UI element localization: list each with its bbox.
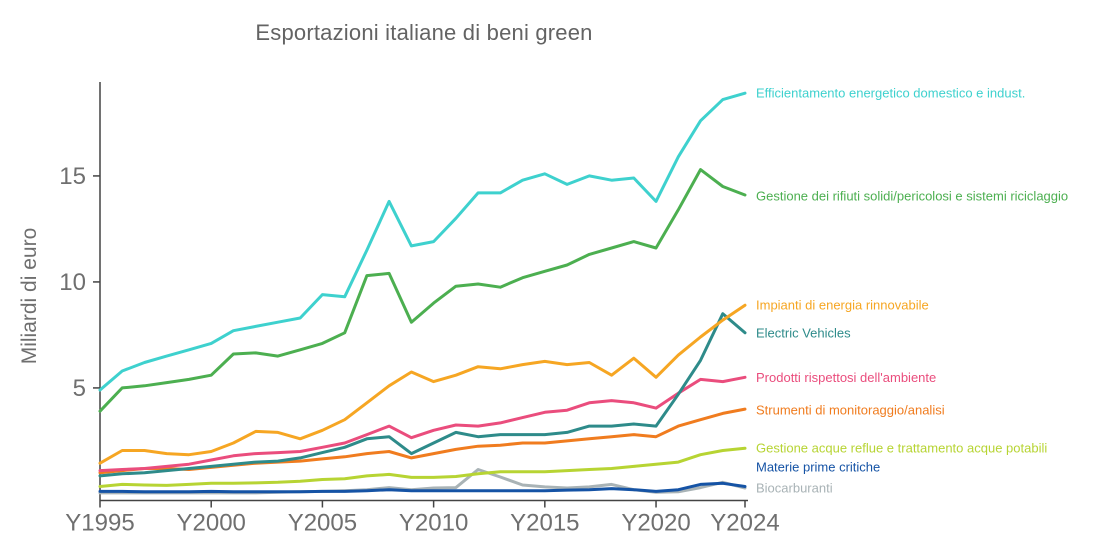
series-label-biocarburanti: Biocarburanti xyxy=(756,480,833,495)
x-tick-label: Y2015 xyxy=(510,510,579,537)
series-label-impianti-energia-rinnovabile: Impianti di energia rinnovabile xyxy=(756,298,929,313)
x-tick-label: Y2010 xyxy=(399,510,468,537)
series-line-prodotti-rispettosi-ambiente xyxy=(98,375,747,473)
x-tick-label: Y2024 xyxy=(710,510,779,537)
x-tick-label: Y2000 xyxy=(177,510,246,537)
series-line-gestione-rifiuti xyxy=(98,168,747,413)
series-label-prodotti-rispettosi-ambiente: Prodotti rispettosi dell'ambiente xyxy=(756,370,936,385)
chart-title: Esportazioni italiane di beni green xyxy=(255,20,593,45)
series-label-efficientamento-energetico: Efficientamento energetico domestico e i… xyxy=(756,86,1025,101)
x-tick-label: Y2020 xyxy=(621,510,690,537)
series-line-impianti-energia-rinnovabile xyxy=(98,303,747,465)
series-line-efficientamento-energetico xyxy=(98,91,747,392)
series-line-electric-vehicles xyxy=(98,312,747,478)
series-label-strumenti-monitoraggio: Strumenti di monitoraggio/analisi xyxy=(756,402,945,417)
series-label-gestione-acque-reflue: Gestione acque reflue e trattamento acqu… xyxy=(756,440,1047,455)
x-tick-label: Y2005 xyxy=(288,510,357,537)
y-tick-label: 10 xyxy=(59,269,86,296)
x-tick-label: Y1995 xyxy=(65,510,134,537)
series-line-materie-prime-critiche xyxy=(98,481,747,494)
y-tick-label: 15 xyxy=(59,163,86,190)
y-tick-label: 5 xyxy=(73,375,86,402)
series-label-gestione-rifiuti: Gestione dei rifiuti solidi/pericolosi e… xyxy=(756,189,1068,204)
series-line-gestione-acque-reflue xyxy=(98,446,747,488)
series-label-materie-prime-critiche: Materie prime critiche xyxy=(756,460,880,475)
series-label-electric-vehicles: Electric Vehicles xyxy=(756,325,851,340)
